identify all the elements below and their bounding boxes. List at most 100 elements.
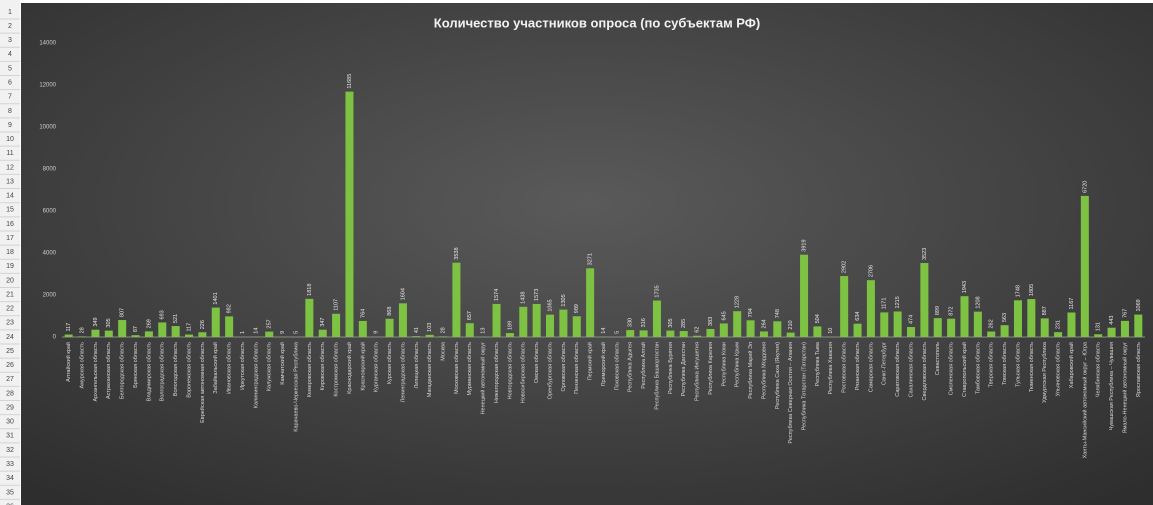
row-number: 1 (8, 9, 12, 16)
data-label: 1748 (1015, 285, 1021, 297)
x-tick-label: Республика Башкортостан (654, 342, 660, 410)
bar (345, 91, 354, 338)
x-tick-label: Хабаровский край (1068, 342, 1075, 388)
x-tick-label: Ямало-Ненецкий автономный округ (1121, 342, 1128, 433)
bar (198, 332, 207, 337)
data-label: 474 (908, 315, 914, 324)
bar (225, 316, 234, 337)
row-number: 36 (6, 503, 14, 505)
data-label: 1818 (307, 284, 313, 296)
data-label: 1943 (962, 281, 968, 293)
bar (1067, 312, 1076, 337)
x-tick-label: Республика Бурятия (668, 342, 674, 394)
data-label: 1167 (1069, 298, 1075, 310)
bar (439, 336, 448, 337)
x-tick-label: Свердловская область (922, 342, 928, 401)
x-tick-label: Пермский край (587, 342, 594, 380)
data-label: 5 (614, 331, 620, 334)
bar (652, 300, 661, 337)
x-tick-label: Республика Крым (735, 342, 741, 388)
bar (425, 334, 434, 337)
bar (840, 276, 849, 337)
row-number: 13 (6, 178, 14, 185)
data-label: 14 (253, 328, 259, 334)
x-tick-label: Сахалинская область (908, 342, 914, 397)
bar (947, 318, 956, 337)
row-number: 6 (8, 79, 12, 86)
x-tick-label: Республика Саха (Якутия) (775, 342, 781, 409)
x-tick-label: Красноярский край (359, 342, 366, 391)
x-tick-label: Кировская область (320, 342, 326, 391)
bar (412, 336, 421, 337)
x-tick-label: Нижегородская область (494, 342, 500, 403)
x-tick-label: Московская область (454, 342, 460, 394)
x-tick-label: Москва (441, 341, 447, 361)
data-label: 767 (1122, 309, 1128, 318)
bar (519, 306, 528, 337)
row-number: 23 (6, 320, 14, 327)
row-number: 27 (6, 376, 14, 383)
row-number: 10 (6, 136, 14, 143)
bar (1080, 195, 1089, 337)
bar (532, 303, 541, 337)
data-label: 9 (280, 331, 286, 334)
y-tick-label: 2000 (43, 293, 57, 299)
data-label: 794 (748, 308, 754, 317)
data-label: 3271 (588, 253, 594, 265)
data-label: 3919 (802, 239, 808, 251)
data-label: 748 (775, 309, 781, 318)
bar (679, 331, 688, 337)
bar (1027, 299, 1036, 337)
bar (893, 311, 902, 337)
bar (866, 280, 875, 337)
x-tick-label: Брянская область (133, 342, 139, 388)
data-label: 285 (681, 319, 687, 328)
data-label: 262 (989, 319, 995, 328)
x-tick-label: Магаданская область (427, 342, 433, 397)
bar (118, 320, 127, 337)
data-label: 982 (227, 304, 233, 313)
bar (800, 254, 809, 337)
data-label: 3538 (454, 247, 460, 259)
bar (64, 334, 73, 337)
x-tick-label: Оренбургская область (547, 342, 553, 399)
bar (973, 311, 982, 337)
x-tick-label: Ленинградская область (400, 342, 406, 402)
data-label: 807 (120, 308, 126, 317)
x-tick-label: Ивановская область (227, 342, 233, 394)
row-header-column (0, 0, 20, 505)
x-tick-label: Тюменская область (1029, 342, 1035, 392)
data-label: 1069 (1136, 299, 1142, 311)
data-label: 1215 (895, 296, 901, 308)
row-number: 19 (6, 263, 14, 270)
row-number: 28 (6, 390, 14, 397)
data-label: 226 (200, 320, 206, 329)
data-label: 131 (1096, 322, 1102, 331)
data-label: 1107 (334, 299, 340, 311)
x-tick-label: Воронежская область (186, 342, 192, 398)
data-label: 11685 (347, 74, 353, 89)
data-label: 1438 (521, 292, 527, 304)
x-tick-label: Республика Марий Эл (747, 342, 754, 399)
bar (104, 330, 113, 337)
x-tick-label: Новгородская область (507, 342, 513, 399)
data-label: 443 (1109, 316, 1115, 325)
data-label: 257 (267, 319, 273, 328)
row-number: 16 (6, 221, 14, 228)
bar (786, 332, 795, 337)
row-number: 14 (6, 193, 14, 200)
data-label: 347 (320, 318, 326, 327)
data-label: 1208 (975, 296, 981, 308)
data-label: 2706 (868, 265, 874, 277)
bar (144, 331, 153, 337)
bar (505, 333, 514, 337)
y-tick-label: 12000 (39, 83, 56, 89)
x-tick-label: Республика Мордовия (761, 342, 767, 399)
data-label: 1805 (1029, 284, 1035, 296)
data-label: 1574 (494, 289, 500, 301)
bar (586, 268, 595, 337)
bar (746, 320, 755, 337)
bar (693, 335, 702, 337)
row-number: 26 (6, 362, 14, 369)
